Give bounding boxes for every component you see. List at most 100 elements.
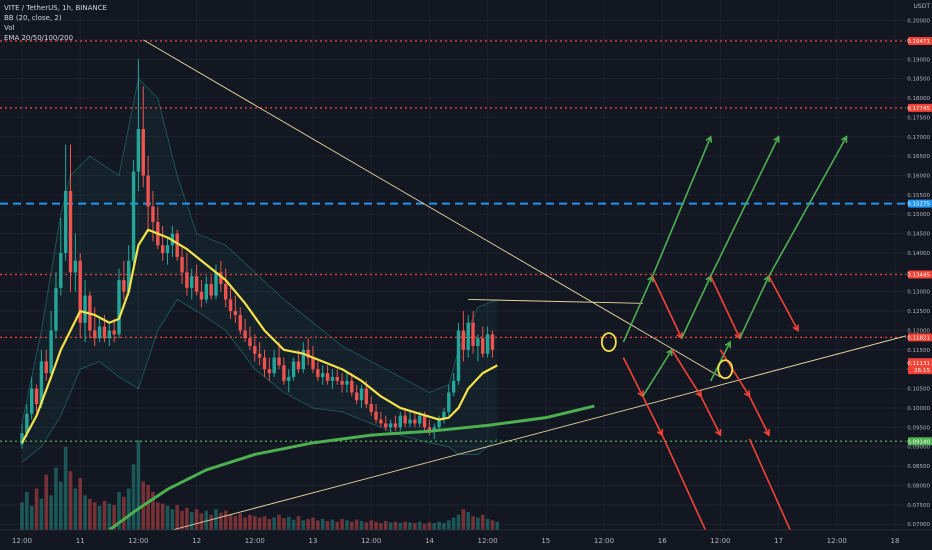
volume-bar: [471, 516, 475, 530]
projection-arrowhead: [724, 340, 732, 349]
candle-body: [204, 283, 208, 300]
legend-vol[interactable]: Vol: [4, 24, 15, 32]
last-price-box: [908, 358, 932, 375]
candle-body: [296, 361, 301, 370]
volume-bar: [335, 521, 340, 530]
candle-body: [165, 245, 170, 253]
level-price-tag-box: [908, 437, 932, 446]
time-axis[interactable]: 12:00 11 12:00 12 12:00 13 12:00 14 12:00 15 12:00…: [0, 529, 932, 550]
candle-body: [456, 330, 461, 381]
bollinger-fill: [22, 78, 498, 463]
candle-body: [68, 191, 73, 273]
projection-arrow: [748, 395, 770, 436]
volume-bar: [456, 514, 461, 530]
projection-arrow: [768, 136, 848, 277]
ema-slow-line: [108, 404, 595, 532]
price-tick-label: 0.08500: [907, 464, 930, 470]
volume-bar: [451, 517, 456, 530]
price-axis[interactable]: 0.07000 0.07500 0.08000 0.08500 0.09000 0.095…: [906, 0, 932, 550]
price-unit: USDT: [913, 3, 931, 10]
volume-bar: [88, 498, 92, 530]
circle-marker: [600, 332, 617, 352]
legend-ema[interactable]: EMA 20/50/100/200: [4, 34, 74, 42]
projection-arrow: [680, 275, 712, 339]
projection-arrow: [642, 349, 673, 397]
candle-body: [384, 423, 388, 428]
price-tick-label: 0.07500: [907, 503, 930, 509]
legend-bb[interactable]: BB (20, close, 2): [4, 14, 62, 22]
trend-lines: [143, 39, 932, 531]
volume-bar: [427, 522, 432, 530]
time-tick-label: 16: [658, 537, 667, 545]
time-tick-label: 12:00: [245, 537, 265, 545]
price-tick-label: 0.10000: [907, 406, 930, 412]
volume-bar: [325, 521, 330, 530]
candle-body: [30, 388, 34, 414]
volume-bar: [185, 507, 189, 530]
price-tick-label: 0.17500: [907, 115, 930, 121]
level-price-tag-label: 0.19471: [907, 39, 930, 45]
projection-arrow: [768, 275, 799, 331]
volume-bar: [126, 488, 131, 530]
price-tick-label: 0.12000: [907, 328, 930, 334]
candle-body: [151, 206, 155, 222]
volume-bar: [383, 521, 388, 530]
volume-bar: [199, 513, 204, 530]
candle-body: [340, 380, 344, 385]
volume-bar: [175, 505, 179, 530]
volume-bar: [170, 509, 175, 530]
candle-body: [49, 330, 53, 374]
volume-bar: [238, 513, 243, 530]
projection-arrow: [651, 136, 712, 277]
volume-bar: [403, 521, 407, 530]
projection-arrow: [709, 136, 780, 277]
candle-body: [359, 388, 364, 401]
legend-symbol[interactable]: VITE / TetherUS, 1h, BINANCE: [4, 4, 107, 12]
price-tick-label: 0.17000: [907, 135, 930, 141]
projection-arrow: [719, 349, 751, 397]
volume-bar: [228, 514, 233, 530]
candle-body: [311, 357, 315, 370]
candle-body: [330, 376, 335, 381]
volume-bar: [151, 491, 155, 530]
candle-body: [127, 260, 131, 292]
volume-bar: [282, 518, 286, 530]
projection-arrowhead: [705, 135, 713, 143]
volume-bar: [480, 514, 485, 530]
volume-bar: [78, 478, 82, 530]
volume-bar: [316, 520, 320, 530]
projection-arrow: [700, 395, 722, 436]
volume-bar: [447, 520, 451, 530]
projection-arrow: [651, 275, 683, 339]
volume-bar: [398, 523, 403, 530]
volume-bar: [340, 518, 344, 530]
volume-bar: [107, 503, 112, 530]
projection-arrow: [671, 349, 702, 397]
volume-bar: [112, 505, 116, 530]
volume-bar: [131, 464, 136, 530]
candle-body: [160, 245, 165, 253]
candle-body: [199, 291, 204, 300]
candle-body: [102, 326, 107, 339]
volume-bar: [359, 521, 364, 530]
volume-bar: [160, 503, 165, 530]
volume-bar: [214, 509, 218, 530]
volume-bar: [277, 514, 281, 530]
candle-body: [418, 415, 422, 424]
candle-body: [364, 388, 369, 405]
time-tick-label: 12:00: [361, 537, 381, 545]
volume-bar: [432, 523, 437, 530]
candle-body: [350, 380, 354, 393]
time-tick-label: 12: [192, 537, 201, 545]
candle-body: [112, 330, 116, 335]
circle-markers: [600, 332, 734, 380]
candle-body: [25, 413, 29, 434]
volume-bar: [257, 517, 262, 530]
level-price-tag-label: 0.09140: [907, 439, 930, 445]
candle-body: [228, 299, 233, 312]
ema-lines: [21, 228, 595, 532]
volume-bar: [39, 498, 44, 530]
candle-body: [262, 357, 267, 370]
volume-bars: [20, 440, 500, 530]
